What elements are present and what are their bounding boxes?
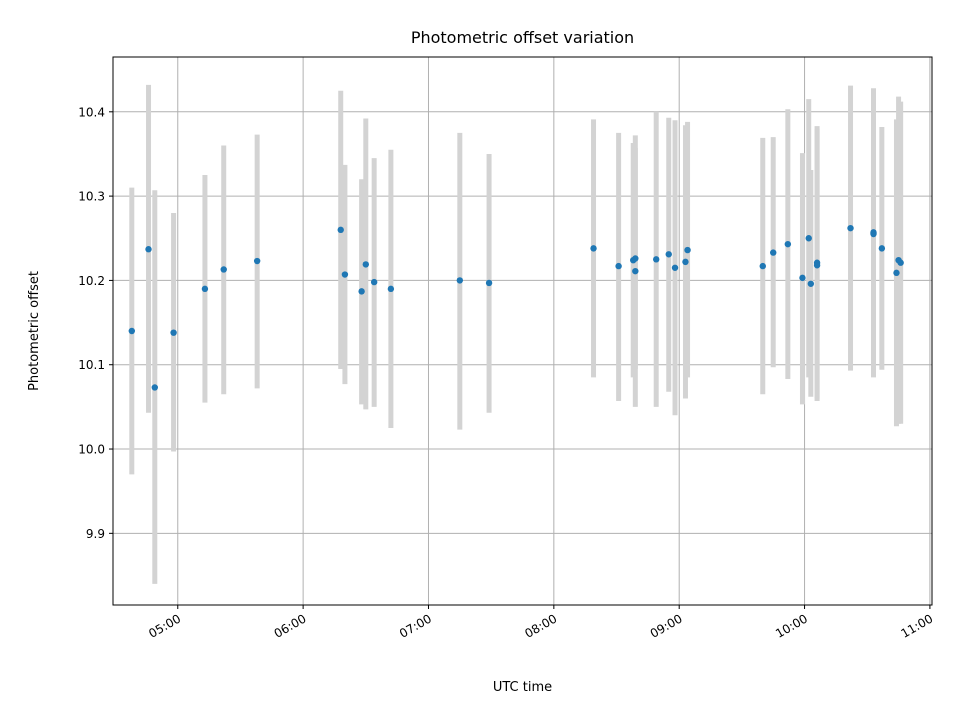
y-axis-label: Photometric offset [27,271,42,391]
data-point [805,235,812,242]
data-point [632,255,639,262]
data-point [615,262,622,270]
data-point [847,224,854,232]
data-point [807,280,815,287]
data-point [799,274,806,282]
data-point [220,266,227,273]
data-point [870,230,877,238]
y-tick-label: 9.9 [86,527,105,541]
data-point [813,262,821,269]
data-point [682,258,689,266]
data-point [253,257,261,265]
y-axis-ticks: 9.9 10.0 10.1 10.2 10.3 10.4 [78,105,113,541]
y-tick-label: 10.0 [78,443,105,457]
data-point [759,262,766,270]
data-point [485,279,493,287]
data-point [671,264,679,271]
data-point [684,246,691,254]
data-point [893,269,900,277]
data-point [362,261,370,268]
y-tick-label: 10.4 [78,105,105,119]
data-point [151,384,158,391]
chart-title: Photometric offset variation [411,28,634,47]
data-point [387,285,395,293]
data-point [145,246,152,253]
data-point [341,271,349,278]
data-point [897,259,904,266]
data-point [878,245,886,252]
data-point [590,245,597,252]
data-point [665,251,672,258]
x-axis-label: UTC time [493,680,552,695]
data-point [632,267,639,275]
data-point [337,226,344,234]
data-point [653,256,660,263]
data-point [358,288,365,295]
data-point [456,277,464,284]
data-point [128,327,136,335]
data-point [770,249,777,256]
y-tick-label: 10.2 [78,274,105,288]
data-point [170,329,177,336]
y-tick-label: 10.3 [78,190,105,204]
data-points [128,224,904,391]
plot-frame [112,56,933,606]
data-point [370,278,378,286]
y-tick-label: 10.1 [78,358,105,372]
data-point [784,240,792,248]
data-point [201,285,209,293]
grid-lines [113,57,932,605]
